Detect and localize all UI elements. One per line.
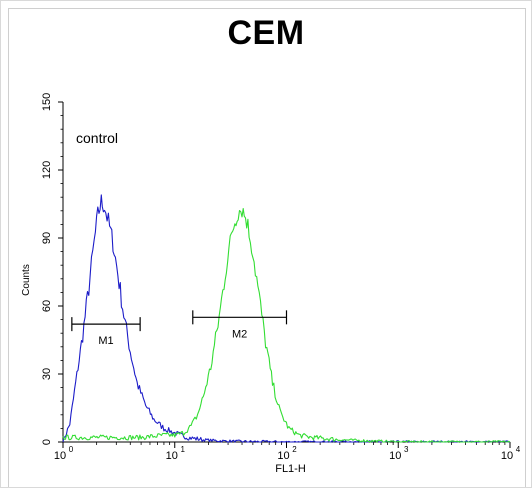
y-tick-label-150: 150 bbox=[41, 93, 53, 111]
x-tick-exponent: 0 bbox=[69, 445, 74, 454]
x-tick-exponent: 1 bbox=[181, 445, 186, 454]
series-group bbox=[62, 194, 511, 443]
y-axis-label: Counts bbox=[21, 264, 32, 296]
markers-group: M1 M2 bbox=[71, 310, 288, 347]
x-tick-exponent: 3 bbox=[404, 445, 409, 454]
x-tick-base: 10 bbox=[501, 450, 513, 462]
x-tick-exponent: 2 bbox=[292, 445, 297, 454]
control-annotation: control bbox=[76, 130, 118, 146]
chart-inner-border bbox=[8, 8, 526, 487]
x-tick-label-100: 102 bbox=[277, 445, 297, 462]
series-line-2 bbox=[62, 208, 511, 443]
y-ticks: 0 30 60 90 120 150 bbox=[41, 93, 63, 445]
x-tick-exponent: 4 bbox=[516, 445, 521, 454]
x-tick-label-1000: 103 bbox=[389, 445, 409, 462]
marker-label: M2 bbox=[232, 328, 247, 340]
x-tick-base: 10 bbox=[166, 450, 178, 462]
axes bbox=[62, 102, 510, 443]
y-tick-label-120: 120 bbox=[41, 161, 53, 179]
x-tick-base: 10 bbox=[277, 450, 289, 462]
x-tick-base: 10 bbox=[54, 450, 66, 462]
chart-title: CEM bbox=[227, 14, 305, 52]
y-tick-label-0: 0 bbox=[41, 439, 53, 445]
y-tick-label-60: 60 bbox=[41, 300, 53, 312]
x-tick-label-10000: 104 bbox=[501, 445, 521, 462]
y-tick-label-90: 90 bbox=[41, 232, 53, 244]
marker-m2: M2 bbox=[192, 310, 288, 340]
x-tick-base: 10 bbox=[389, 450, 401, 462]
x-axis-label: FL1-H bbox=[275, 463, 306, 475]
marker-m1: M1 bbox=[71, 317, 141, 347]
marker-label: M1 bbox=[98, 335, 113, 347]
x-tick-label-10: 101 bbox=[166, 445, 186, 462]
y-tick-label-30: 30 bbox=[41, 368, 53, 380]
x-tick-label-1: 100 bbox=[54, 445, 74, 462]
